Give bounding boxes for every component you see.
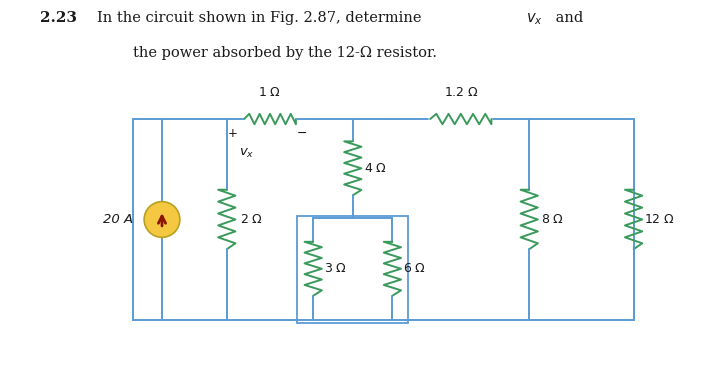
Text: 2 $\Omega$: 2 $\Omega$ [240, 213, 263, 226]
Text: 1.2 $\Omega$: 1.2 $\Omega$ [444, 86, 478, 99]
Text: 8 $\Omega$: 8 $\Omega$ [541, 213, 564, 226]
Text: 4 $\Omega$: 4 $\Omega$ [364, 162, 387, 175]
Text: −: − [297, 127, 307, 140]
Text: 3 $\Omega$: 3 $\Omega$ [324, 262, 347, 275]
Text: In the circuit shown in Fig. 2.87, determine: In the circuit shown in Fig. 2.87, deter… [97, 11, 426, 25]
Text: 12 $\Omega$: 12 $\Omega$ [644, 213, 675, 226]
Text: 20 A: 20 A [103, 213, 133, 226]
Bar [297, 216, 408, 323]
Text: 1 $\Omega$: 1 $\Omega$ [258, 86, 282, 99]
Ellipse shape [144, 202, 180, 237]
Text: the power absorbed by the 12-Ω resistor.: the power absorbed by the 12-Ω resistor. [133, 46, 437, 61]
Text: 2.23: 2.23 [40, 11, 76, 25]
Text: 6 $\Omega$: 6 $\Omega$ [403, 262, 426, 275]
Text: and: and [551, 11, 583, 25]
Text: $v_x$: $v_x$ [526, 11, 542, 27]
Text: +: + [228, 127, 238, 140]
Text: $v_x$: $v_x$ [239, 147, 255, 160]
